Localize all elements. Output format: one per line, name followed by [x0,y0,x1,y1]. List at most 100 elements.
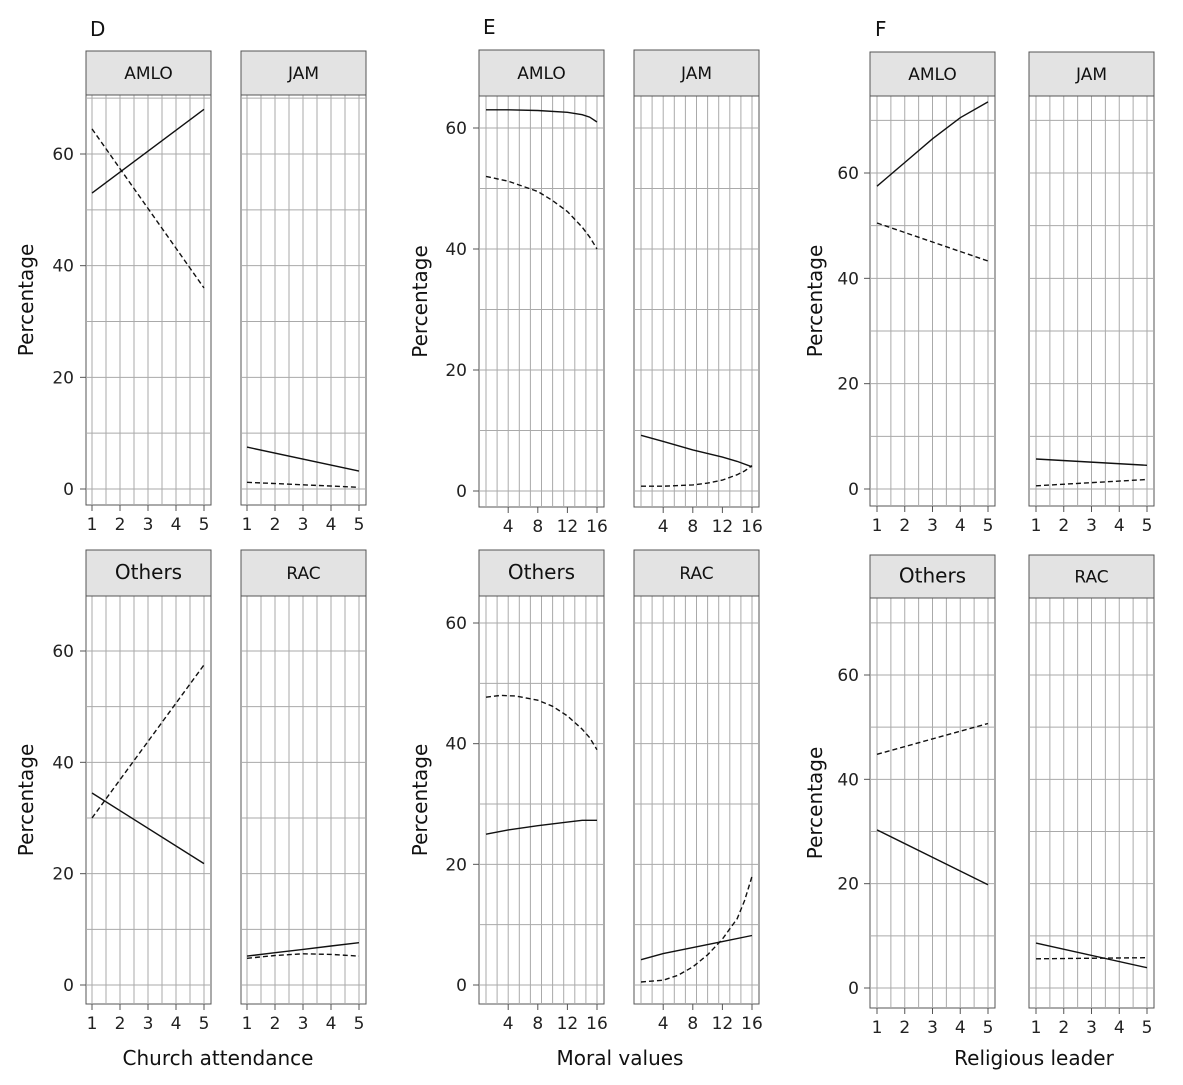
y-tick-label: 0 [848,480,859,500]
series-line-dashed [1035,478,1148,487]
x-tick-label: 3 [298,515,309,535]
x-tick-label: 3 [143,515,154,535]
y-tick-label: 20 [445,361,467,381]
series-line-solid [640,434,753,468]
x-tick-label: 4 [503,1014,514,1034]
series-line-solid [876,101,989,187]
series-line-dashed [876,222,989,262]
x-tick-label: 2 [115,515,126,535]
figure-letter: F [875,17,887,41]
facet-strip [633,49,760,97]
x-tick-label: 2 [115,1014,126,1034]
facet-panel-rac: RAC 1 2 3 4 5 [240,549,367,1034]
facet-strip [478,49,605,97]
facet-panel-others: Others 0 20 40 60 Percentage 1 2 3 4 5 [803,554,996,1038]
facet-panel-rac: RAC 1 2 3 4 5 [1028,554,1155,1038]
facet-title: Others [899,564,966,588]
y-tick-label: 20 [837,875,859,895]
facet-title: RAC [1074,568,1108,588]
y-tick-label: 40 [52,753,74,773]
x-tick-label: 5 [354,1014,365,1034]
x-tick-label: 3 [927,516,938,536]
series-line-solid [246,446,360,472]
x-tick-label: 16 [586,517,608,537]
y-tick-label: 60 [52,145,74,165]
y-axis-title: Percentage [408,744,432,857]
y-axis-title: Percentage [803,245,827,358]
x-tick-label: 2 [899,1018,910,1038]
x-tick-label: 1 [242,1014,253,1034]
series-line-dashed [246,953,360,959]
x-tick-label: 5 [199,1014,210,1034]
x-tick-label: 3 [1086,516,1097,536]
x-tick-label: 5 [354,515,365,535]
x-tick-label: 1 [1031,1018,1042,1038]
facet-panel-rac: RAC 4 8 12 16 [633,549,763,1034]
x-tick-label: 4 [326,515,337,535]
facet-panel-jam: JAM 4 8 12 16 [633,49,763,537]
y-tick-label: 20 [52,368,74,388]
x-tick-label: 4 [1114,516,1125,536]
series-line-solid [1035,458,1148,466]
y-tick-label: 20 [445,855,467,875]
x-tick-label: 4 [171,1014,182,1034]
x-tick-label: 4 [171,515,182,535]
y-tick-label: 0 [63,480,74,500]
facet-title: JAM [1075,65,1107,85]
facet-strip [633,549,760,597]
y-tick-label: 40 [445,240,467,260]
facet-title: JAM [287,64,319,84]
facet-strip [478,549,605,597]
y-tick-label: 40 [52,257,74,277]
y-tick-label: 60 [445,119,467,139]
facet-title: AMLO [908,65,957,85]
facet-title: JAM [680,64,712,84]
facet-title: Others [508,560,575,584]
facet-panel-jam: JAM 1 2 3 4 5 [240,50,367,535]
x-tick-label: 5 [1142,516,1153,536]
series-line-dashed [485,694,598,751]
y-axis-title: Percentage [14,244,38,357]
y-tick-label: 20 [837,375,859,395]
series-line-solid [486,109,598,123]
figure-letter: D [90,17,105,41]
x-tick-label: 3 [1086,1018,1097,1038]
x-axis-title: Religious leader [954,1046,1114,1070]
series-line-solid [91,792,205,865]
x-tick-label: 16 [741,517,763,537]
series-line-solid [91,108,205,194]
x-tick-label: 12 [712,517,734,537]
x-tick-label: 12 [557,1014,579,1034]
series-line-dashed [91,128,205,289]
facet-panel-amlo: AMLO 0 20 40 60 Percentage 1 2 3 4 5 [14,50,212,535]
y-tick-label: 60 [837,666,859,686]
x-tick-label: 5 [983,1018,994,1038]
y-tick-label: 40 [445,735,467,755]
x-tick-label: 3 [298,1014,309,1034]
x-tick-label: 4 [955,516,966,536]
x-tick-label: 2 [1058,516,1069,536]
x-tick-label: 2 [1058,1018,1069,1038]
y-tick-label: 60 [445,614,467,634]
x-tick-label: 4 [955,1018,966,1038]
x-tick-label: 2 [270,1014,281,1034]
facet-panel-others: Others 0 20 40 60 Percentage 4 8 12 16 [408,549,608,1034]
y-tick-label: 60 [52,642,74,662]
series-line-dashed [641,465,753,487]
x-tick-label: 3 [143,1014,154,1034]
x-tick-label: 3 [927,1018,938,1038]
series-line-dashed [485,175,598,250]
x-tick-label: 16 [741,1014,763,1034]
x-tick-label: 4 [658,517,669,537]
facet-strip [869,51,996,97]
series-line-solid [876,829,989,886]
facet-title: Others [115,560,182,584]
series-line-dashed [246,481,360,488]
figure-letter: E [483,15,496,39]
x-tick-label: 4 [658,1014,669,1034]
x-tick-label: 8 [687,1014,698,1034]
facet-panel-amlo: AMLO 0 20 40 60 Percentage 1 2 3 4 5 [803,51,996,536]
x-tick-label: 5 [199,515,210,535]
facet-strip [85,50,212,96]
